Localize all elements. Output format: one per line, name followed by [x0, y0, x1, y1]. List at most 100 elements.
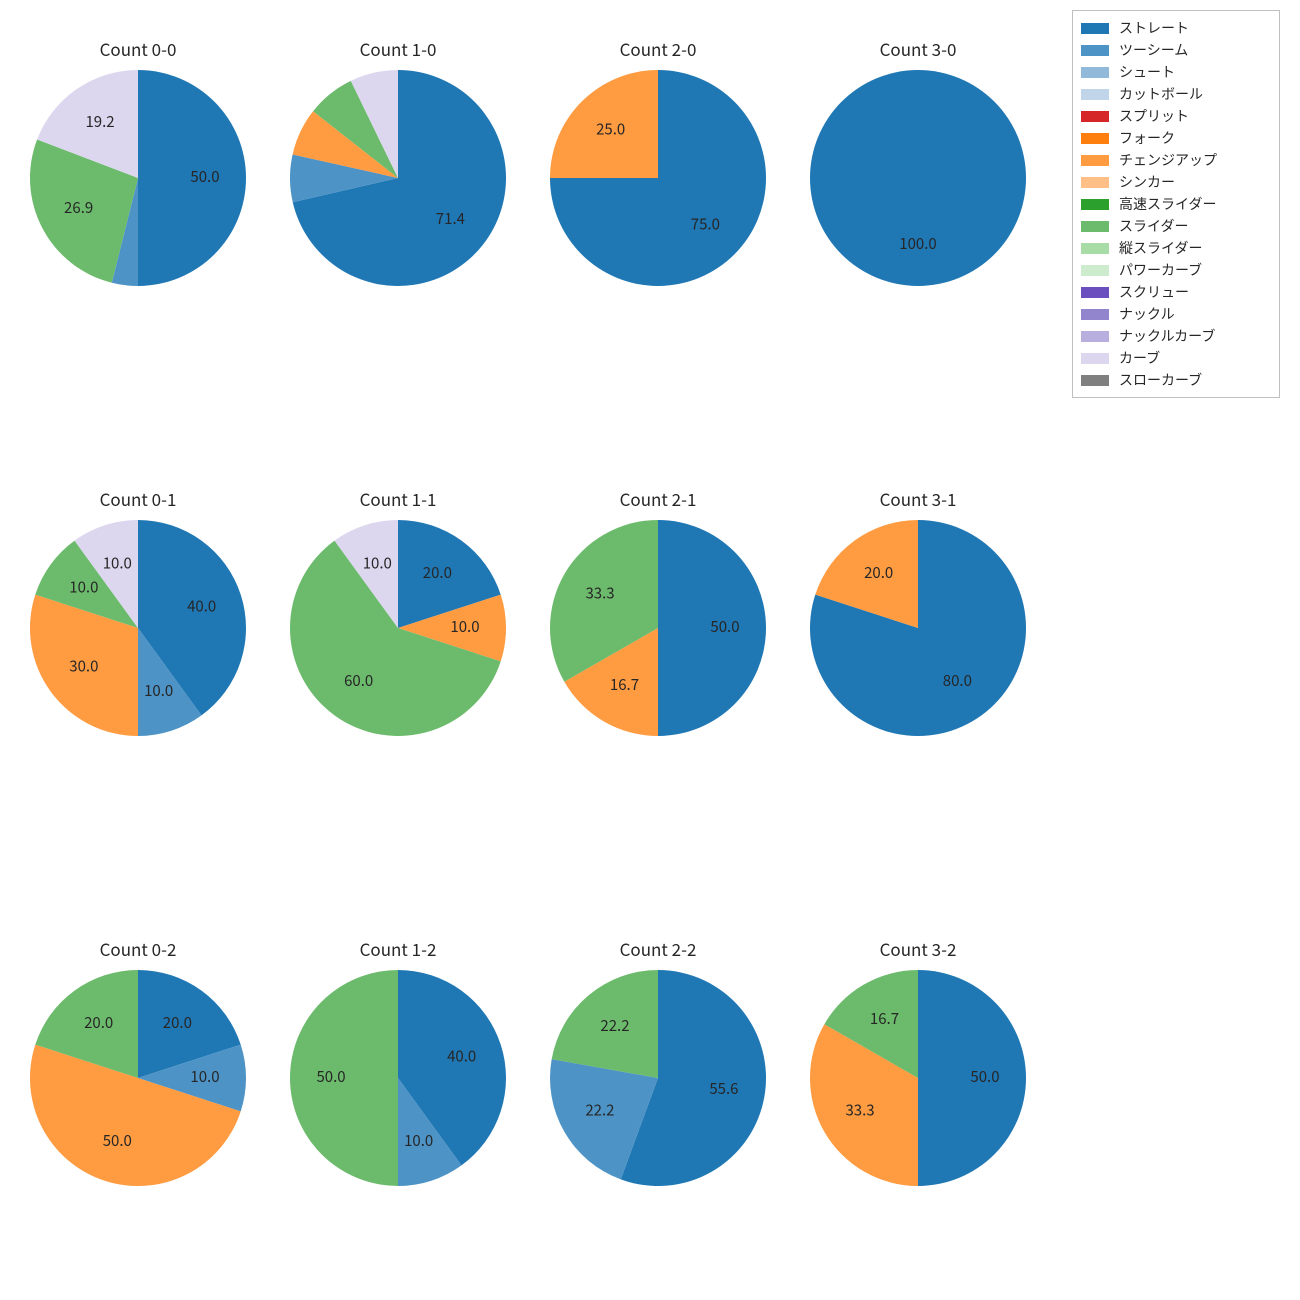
- legend-item: スライダー: [1081, 215, 1271, 237]
- slice-label: 100.0: [899, 233, 936, 254]
- slice-label: 33.3: [585, 583, 614, 604]
- pie-chart: 50.033.316.7: [810, 970, 1026, 1186]
- pie-panel: Count 1-120.010.060.010.0: [290, 520, 506, 776]
- pie-panel: Count 1-071.4: [290, 70, 506, 326]
- legend-item: 縦スライダー: [1081, 237, 1271, 259]
- legend-item: カーブ: [1081, 347, 1271, 369]
- legend-item: シュート: [1081, 61, 1271, 83]
- legend-swatch: [1081, 287, 1109, 298]
- legend-label: ナックル: [1119, 304, 1175, 324]
- pie-panel: Count 0-220.010.050.020.0: [30, 970, 246, 1226]
- legend-label: ツーシーム: [1119, 40, 1188, 60]
- legend-swatch: [1081, 331, 1109, 342]
- legend-swatch: [1081, 353, 1109, 364]
- pie-panel: Count 3-0100.0: [810, 70, 1026, 326]
- slice-label: 50.0: [710, 616, 739, 637]
- pie-chart: 40.010.050.0: [290, 970, 506, 1186]
- legend-label: 高速スライダー: [1119, 194, 1216, 214]
- legend-label: ストレート: [1119, 18, 1189, 38]
- legend-label: チェンジアップ: [1119, 150, 1217, 170]
- legend-label: シンカー: [1119, 172, 1175, 192]
- legend-swatch: [1081, 89, 1109, 100]
- pie-chart: 55.622.222.2: [550, 970, 766, 1186]
- legend-item: スクリュー: [1081, 281, 1271, 303]
- slice-label: 50.0: [103, 1130, 132, 1151]
- slice-label: 71.4: [436, 208, 465, 229]
- slice-label: 10.0: [450, 616, 479, 637]
- legend-label: 縦スライダー: [1119, 238, 1202, 258]
- legend-item: 高速スライダー: [1081, 193, 1271, 215]
- slice-label: 25.0: [596, 119, 625, 140]
- pie-chart: 40.010.030.010.010.0: [30, 520, 246, 736]
- legend-item: カットボール: [1081, 83, 1271, 105]
- slice-label: 50.0: [190, 166, 219, 187]
- slice-label: 26.9: [64, 197, 93, 218]
- legend: ストレートツーシームシュートカットボールスプリットフォークチェンジアップシンカー…: [1072, 10, 1280, 398]
- pie-chart: 50.0 26.9 19.2: [30, 70, 246, 286]
- slice-label: 19.2: [85, 111, 114, 132]
- legend-swatch: [1081, 23, 1109, 34]
- slice-label: 60.0: [344, 670, 373, 691]
- slice-label: 10.0: [69, 577, 98, 598]
- panel-title: Count 1-1: [290, 486, 506, 511]
- slice-label: 10.0: [363, 552, 392, 573]
- legend-label: シュート: [1119, 62, 1175, 82]
- legend-swatch: [1081, 221, 1109, 232]
- panel-title: Count 2-2: [550, 936, 766, 961]
- panel-title: Count 3-1: [810, 486, 1026, 511]
- slice-label: 50.0: [970, 1066, 999, 1087]
- legend-label: フォーク: [1119, 128, 1175, 148]
- slice-label: 40.0: [447, 1045, 476, 1066]
- pie-panel: Count 0-050.026.919.2: [30, 70, 246, 326]
- legend-swatch: [1081, 375, 1109, 386]
- panel-title: Count 1-0: [290, 36, 506, 61]
- legend-item: パワーカーブ: [1081, 259, 1271, 281]
- legend-item: ナックルカーブ: [1081, 325, 1271, 347]
- legend-item: チェンジアップ: [1081, 149, 1271, 171]
- legend-swatch: [1081, 177, 1109, 188]
- pie-panel: Count 2-075.025.0: [550, 70, 766, 326]
- pie-panel: Count 2-150.016.733.3: [550, 520, 766, 776]
- legend-swatch: [1081, 199, 1109, 210]
- legend-swatch: [1081, 265, 1109, 276]
- pie-chart: 80.020.0: [810, 520, 1026, 736]
- legend-label: スプリット: [1119, 106, 1189, 126]
- slice-label: 55.6: [709, 1078, 738, 1099]
- slice-label: 30.0: [69, 655, 98, 676]
- legend-label: スクリュー: [1119, 282, 1189, 302]
- legend-label: スローカーブ: [1119, 370, 1202, 390]
- pie-panel: Count 3-180.020.0: [810, 520, 1026, 776]
- panel-title: Count 1-2: [290, 936, 506, 961]
- panel-title: Count 0-0: [30, 36, 246, 61]
- slice-label: 16.7: [610, 674, 639, 695]
- pie-panel: Count 0-140.010.030.010.010.0: [30, 520, 246, 776]
- legend-label: パワーカーブ: [1119, 260, 1202, 280]
- legend-swatch: [1081, 133, 1109, 144]
- pie-chart: 75.0 25.0: [550, 70, 766, 286]
- legend-swatch: [1081, 309, 1109, 320]
- pie-panel: Count 3-250.033.316.7: [810, 970, 1026, 1226]
- panel-title: Count 0-1: [30, 486, 246, 511]
- legend-item: ツーシーム: [1081, 39, 1271, 61]
- slice-label: 80.0: [943, 670, 972, 691]
- legend-swatch: [1081, 243, 1109, 254]
- panel-title: Count 3-2: [810, 936, 1026, 961]
- slice-label: 75.0: [691, 213, 720, 234]
- legend-label: スライダー: [1119, 216, 1188, 236]
- pie-chart: 20.010.060.010.0: [290, 520, 506, 736]
- pie-chart: 20.010.050.020.0: [30, 970, 246, 1186]
- chart-stage: Count 0-050.026.919.2Count 1-071.4Count …: [0, 0, 1300, 1300]
- legend-swatch: [1081, 45, 1109, 56]
- slice-label: 33.3: [845, 1100, 874, 1121]
- legend-swatch: [1081, 67, 1109, 78]
- legend-label: カーブ: [1119, 348, 1160, 368]
- slice-label: 10.0: [404, 1130, 433, 1151]
- legend-label: カットボール: [1119, 84, 1203, 104]
- pie-chart: 50.0 16.7 33.3: [550, 520, 766, 736]
- slice-label: 10.0: [103, 552, 132, 573]
- slice-label: 10.0: [190, 1066, 219, 1087]
- panel-title: Count 3-0: [810, 36, 1026, 61]
- legend-item: ナックル: [1081, 303, 1271, 325]
- legend-item: フォーク: [1081, 127, 1271, 149]
- pie-chart: 100.0: [810, 70, 1026, 286]
